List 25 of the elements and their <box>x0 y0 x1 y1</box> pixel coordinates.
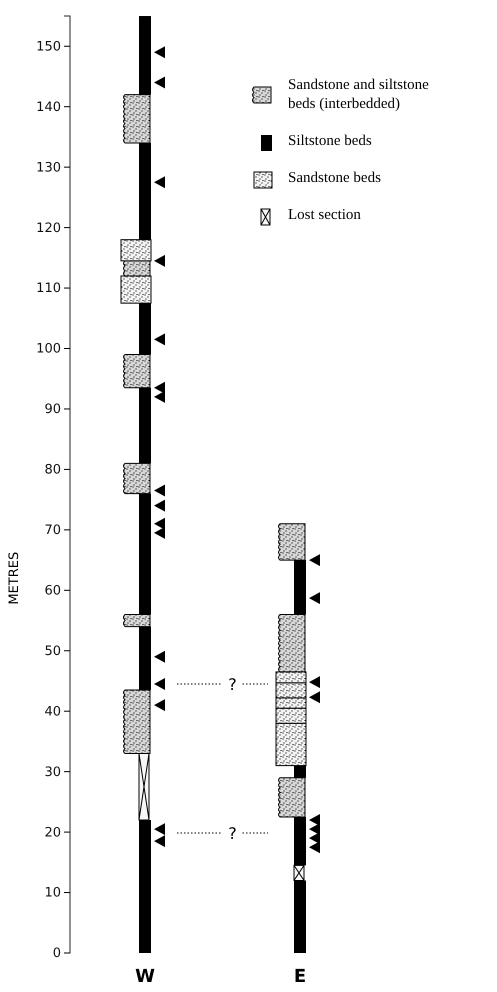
legend-label: Sandstone beds <box>288 170 382 186</box>
y-tick-label: 80 <box>44 462 61 478</box>
y-tick-label: 70 <box>44 523 61 538</box>
annotation: ? <box>228 675 237 694</box>
y-tick-label: 100 <box>36 342 61 357</box>
y-tick-label: 30 <box>44 764 61 780</box>
y-tick-label: 40 <box>44 704 61 720</box>
y-tick-label: 120 <box>36 220 61 236</box>
y-tick-label: 10 <box>44 886 61 901</box>
legend-label: Sandstone and siltstone beds (interbedded) <box>288 77 430 112</box>
x-tick-label: W <box>135 966 156 987</box>
y-tick-label: 150 <box>36 39 61 54</box>
y-tick-label: 0 <box>52 946 61 962</box>
y-tick-label: 60 <box>44 583 61 598</box>
legend-label: Siltstone beds <box>288 133 372 149</box>
y-tick-label: 130 <box>36 160 61 176</box>
annotation: ? <box>228 824 237 843</box>
x-tick-label: E <box>294 966 306 987</box>
y-tick-label: 110 <box>36 281 61 296</box>
y-tick-label: 50 <box>44 644 61 659</box>
y-tick-label: 140 <box>36 100 61 115</box>
y-tick-label: 20 <box>44 825 61 840</box>
y-axis-title: METRES <box>7 552 22 605</box>
legend-label: Lost section <box>288 207 362 223</box>
y-tick-label: 90 <box>44 402 61 418</box>
